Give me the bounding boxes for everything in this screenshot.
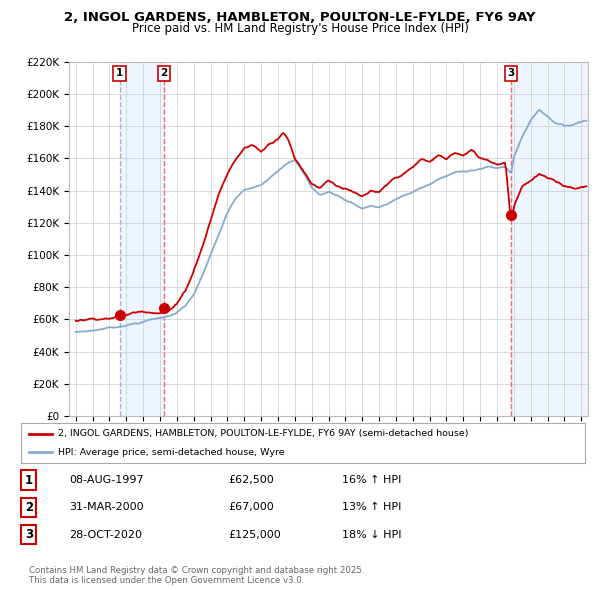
Text: 08-AUG-1997: 08-AUG-1997	[69, 476, 143, 485]
Text: 3: 3	[25, 528, 33, 541]
Text: 13% ↑ HPI: 13% ↑ HPI	[342, 503, 401, 512]
Text: 16% ↑ HPI: 16% ↑ HPI	[342, 476, 401, 485]
Text: £67,000: £67,000	[228, 503, 274, 512]
Text: 1: 1	[116, 68, 123, 78]
Text: 3: 3	[508, 68, 515, 78]
Text: £125,000: £125,000	[228, 530, 281, 539]
Bar	[511, 62, 588, 416]
Text: 1: 1	[25, 474, 33, 487]
Text: 2, INGOL GARDENS, HAMBLETON, POULTON-LE-FYLDE, FY6 9AY: 2, INGOL GARDENS, HAMBLETON, POULTON-LE-…	[64, 11, 536, 24]
Bar	[119, 62, 164, 416]
Text: 28-OCT-2020: 28-OCT-2020	[69, 530, 142, 539]
Text: Price paid vs. HM Land Registry's House Price Index (HPI): Price paid vs. HM Land Registry's House …	[131, 22, 469, 35]
Text: Contains HM Land Registry data © Crown copyright and database right 2025.
This d: Contains HM Land Registry data © Crown c…	[29, 566, 364, 585]
Text: 2: 2	[25, 501, 33, 514]
Text: 18% ↓ HPI: 18% ↓ HPI	[342, 530, 401, 539]
Text: 31-MAR-2000: 31-MAR-2000	[69, 503, 143, 512]
Text: 2, INGOL GARDENS, HAMBLETON, POULTON-LE-FYLDE, FY6 9AY (semi-detached house): 2, INGOL GARDENS, HAMBLETON, POULTON-LE-…	[58, 430, 468, 438]
Text: 2: 2	[161, 68, 168, 78]
Text: HPI: Average price, semi-detached house, Wyre: HPI: Average price, semi-detached house,…	[58, 448, 284, 457]
Text: £62,500: £62,500	[228, 476, 274, 485]
